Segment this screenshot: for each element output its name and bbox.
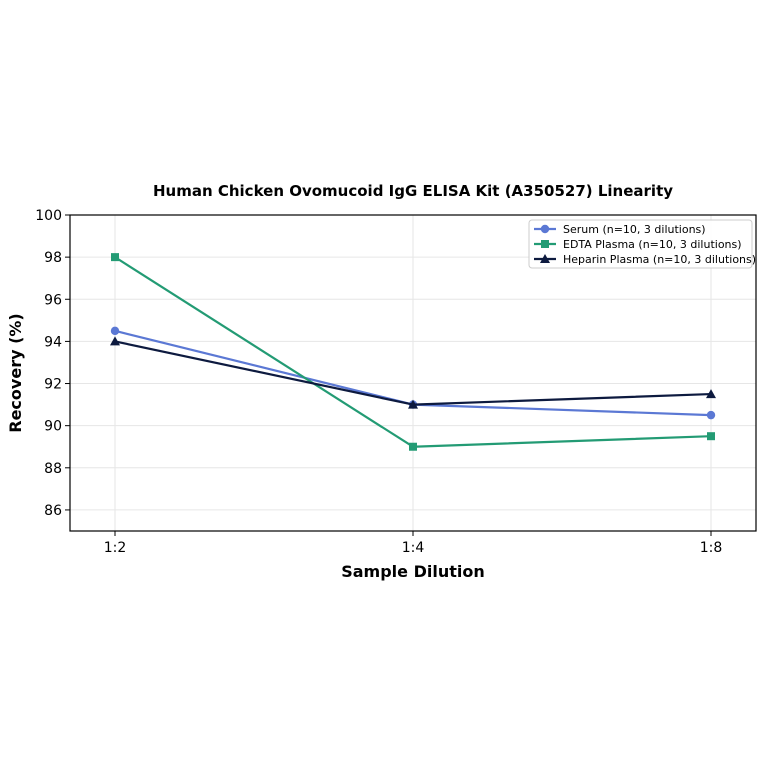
y-tick-label: 86 bbox=[44, 503, 62, 519]
series-layer bbox=[110, 253, 716, 451]
y-tick-label: 96 bbox=[44, 292, 62, 308]
legend-label: Heparin Plasma (n=10, 3 dilutions) bbox=[563, 253, 756, 266]
y-tick-label: 100 bbox=[35, 208, 62, 224]
data-point bbox=[110, 336, 120, 346]
legend-label: EDTA Plasma (n=10, 3 dilutions) bbox=[563, 238, 742, 251]
legend-marker bbox=[540, 254, 550, 263]
x-tick-label: 1:8 bbox=[700, 540, 723, 556]
legend-box bbox=[528, 219, 753, 269]
data-point bbox=[409, 442, 417, 451]
legend-marker bbox=[541, 240, 549, 248]
legend-item: Heparin Plasma (n=10, 3 dilutions) bbox=[534, 253, 756, 266]
y-tick-label: 90 bbox=[44, 419, 62, 435]
legend-marker bbox=[540, 224, 550, 234]
series-triangle bbox=[110, 336, 716, 409]
y-axis: 86 88 90 92 94 96 98 100 bbox=[35, 208, 70, 519]
plot-frame bbox=[69, 214, 757, 532]
data-point bbox=[408, 399, 418, 409]
legend-item: Serum (n=10, 3 dilutions) bbox=[534, 223, 706, 236]
data-point bbox=[706, 410, 716, 420]
series-square bbox=[111, 253, 715, 451]
data-point bbox=[110, 326, 120, 336]
legend-label: Serum (n=10, 3 dilutions) bbox=[563, 223, 706, 236]
x-tick-label: 1:4 bbox=[402, 540, 425, 556]
chart-title: Human Chicken Ovomucoid IgG ELISA Kit (A… bbox=[153, 182, 673, 200]
legend-item: EDTA Plasma (n=10, 3 dilutions) bbox=[534, 238, 742, 251]
legend: Serum (n=10, 3 dilutions) EDTA Plasma (n=… bbox=[528, 219, 756, 269]
y-tick-label: 92 bbox=[44, 377, 62, 393]
data-point bbox=[706, 389, 716, 399]
y-tick-label: 98 bbox=[44, 250, 62, 266]
x-axis: 1:2 1:4 1:8 bbox=[104, 531, 723, 556]
x-axis-label: Sample Dilution bbox=[341, 562, 485, 581]
y-tick-label: 94 bbox=[44, 334, 62, 350]
x-tick-label: 1:2 bbox=[104, 540, 127, 556]
data-point bbox=[707, 432, 715, 441]
y-axis-label: Recovery (%) bbox=[6, 313, 25, 432]
y-tick-label: 88 bbox=[44, 461, 62, 477]
data-point bbox=[111, 253, 119, 262]
